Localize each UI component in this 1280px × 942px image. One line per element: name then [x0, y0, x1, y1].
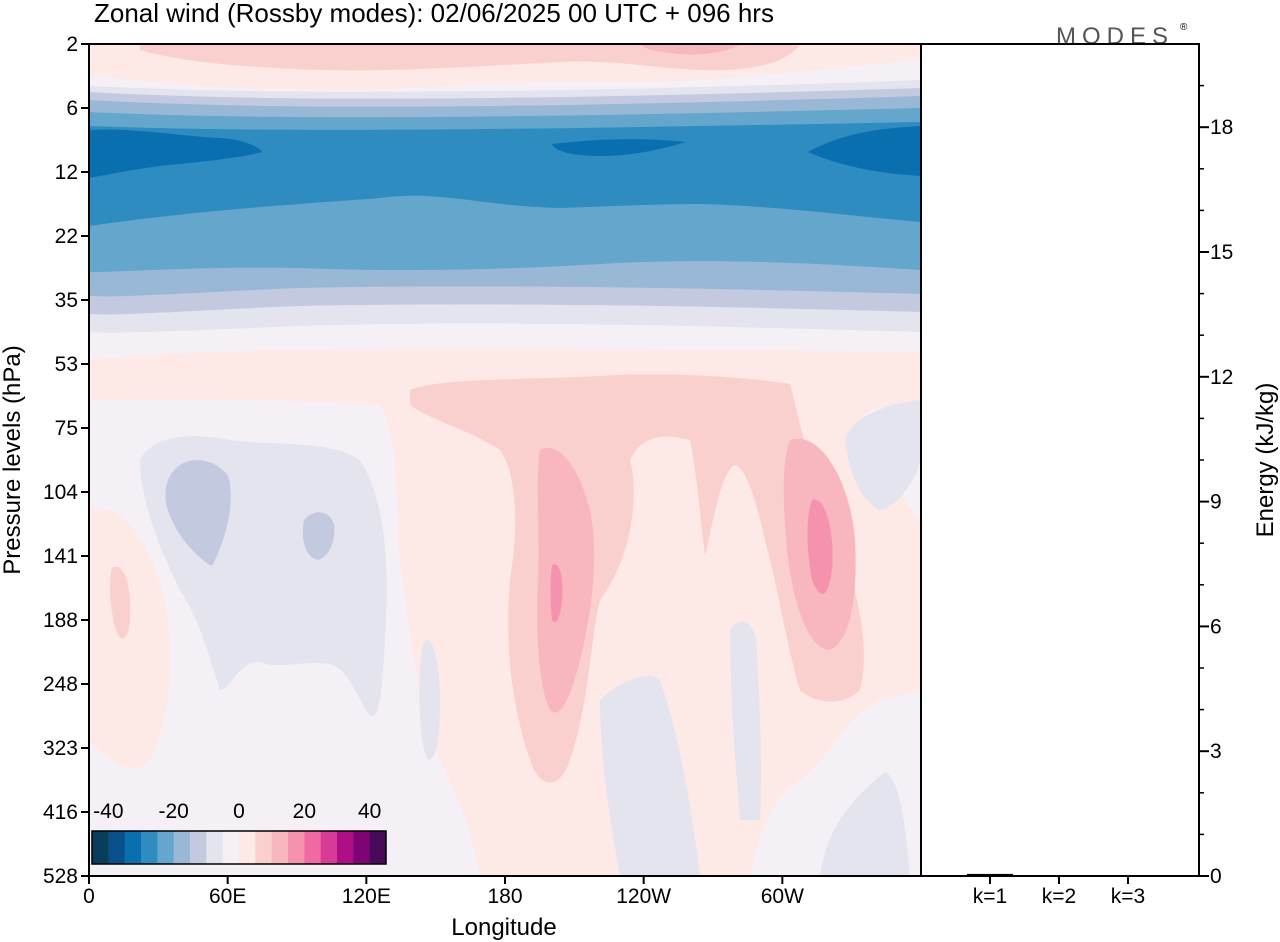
modes-logo: MODES — [1056, 23, 1174, 50]
colorbar-tick-label: -40 — [93, 800, 123, 823]
energy-y-tick-label: 6 — [1210, 615, 1222, 638]
colorbar-ticks: -40 -20 0 20 40 — [93, 800, 381, 823]
colorbar-swatch — [255, 831, 273, 864]
x-tick-label: 120W — [616, 885, 671, 908]
y-tick-label: 416 — [43, 801, 78, 824]
x-tick-label: 0 — [83, 885, 95, 908]
energy-bar — [967, 873, 1013, 876]
energy-axis-label: Energy (kJ/kg) — [1252, 383, 1279, 538]
colorbar-swatch — [141, 831, 158, 864]
x-tick-label: 180 — [487, 885, 522, 908]
energy-y-tick-label: 12 — [1210, 366, 1233, 389]
contour-left-positive — [89, 508, 170, 769]
contour-right-positive-2 — [807, 499, 833, 594]
energy-x-axis: k=1 k=2 k=3 — [973, 876, 1145, 908]
energy-bar — [1105, 875, 1151, 877]
colorbar-swatch — [206, 831, 224, 864]
y-tick-label: 248 — [43, 673, 78, 696]
y-tick-label: 6 — [66, 97, 78, 120]
contour-top-positive-3 — [640, 44, 740, 55]
colorbar-swatch — [124, 831, 142, 864]
x-tick-label: 120E — [342, 885, 391, 908]
contour-left-negative-2 — [165, 460, 231, 566]
colorbar-swatch — [353, 831, 371, 864]
y-tick-label: 323 — [43, 737, 78, 760]
energy-x-tick-label: k=1 — [973, 885, 1007, 908]
energy-y-tick-label: 0 — [1210, 865, 1222, 888]
contour-top-positive-2 — [140, 44, 800, 71]
colorbar-tick-label: -20 — [158, 800, 188, 823]
colorbar-frame — [91, 830, 387, 865]
colorbar-swatch — [157, 831, 175, 864]
contour-far-right-negative — [845, 400, 921, 510]
energy-frame — [920, 43, 1200, 877]
contour-center-positive-3 — [550, 564, 563, 623]
energy-y-tick-label: 9 — [1210, 491, 1222, 514]
energy-y-tick-label: 15 — [1210, 241, 1233, 264]
contour-plot — [89, 44, 921, 876]
y-tick-label: 75 — [55, 417, 78, 440]
y-tick-label: 528 — [43, 865, 78, 888]
colorbar-tick-label: 40 — [358, 800, 381, 823]
contour-left-small-positive — [109, 566, 131, 639]
colorbar-swatch — [190, 831, 207, 864]
y-tick-label: 22 — [55, 225, 78, 248]
energy-bar — [1036, 875, 1082, 877]
colorbar-swatch — [222, 831, 240, 864]
y-tick-label: 104 — [43, 481, 78, 504]
x-tick-label: 60E — [209, 885, 246, 908]
energy-x-tick-label: k=2 — [1042, 885, 1076, 908]
colorbar-swatch — [288, 831, 305, 864]
contour-center-positive-2 — [537, 448, 595, 713]
modes-logo-mark: ® — [1180, 22, 1188, 33]
contour-neg-6 — [89, 129, 262, 178]
colorbar — [91, 830, 387, 865]
colorbar-swatch — [173, 831, 191, 864]
y-axis-label: Pressure levels (hPa) — [0, 345, 26, 574]
x-axis-label: Longitude — [451, 914, 556, 941]
y-axis: 2 6 12 22 35 53 75 104 141 188 248 323 416 528 — [43, 33, 89, 888]
contour-neg-6b — [552, 139, 686, 156]
energy-y-axis: 0 3 6 9 12 15 18 — [1199, 84, 1233, 888]
colorbar-swatch — [108, 831, 126, 864]
chart-title: Zonal wind (Rossby modes): 02/06/2025 00… — [94, 0, 774, 28]
y-tick-label: 141 — [43, 545, 78, 568]
y-tick-label: 188 — [43, 609, 78, 632]
colorbar-swatch — [320, 831, 338, 864]
contour-left-negative-3 — [302, 512, 335, 560]
contour-bottom-right-negative — [820, 772, 910, 876]
x-tick-label: 60W — [761, 885, 804, 908]
colorbar-swatch — [271, 831, 289, 864]
y-tick-label: 2 — [66, 33, 78, 56]
colorbar-swatch — [304, 831, 322, 864]
colorbar-tick-label: 20 — [293, 800, 316, 823]
contour-center-positive — [410, 374, 864, 783]
contour-mid-negative — [419, 639, 440, 760]
contour-right-negative — [600, 676, 700, 876]
colorbar-swatch — [337, 831, 354, 864]
colorbar-tick-label: 0 — [233, 800, 245, 823]
contour-right-negative-2 — [730, 621, 761, 820]
y-tick-label: 12 — [55, 161, 78, 184]
energy-x-tick-label: k=3 — [1111, 885, 1145, 908]
colorbar-swatch — [369, 831, 387, 864]
colorbar-swatch — [239, 831, 256, 864]
x-axis: 0 60E 120E 180 120W 60W — [83, 876, 804, 908]
contour-neg-5 — [89, 122, 921, 226]
energy-y-tick-label: 18 — [1210, 116, 1233, 139]
energy-y-tick-label: 3 — [1210, 740, 1222, 763]
y-tick-label: 35 — [55, 289, 78, 312]
contour-neg-6c — [808, 126, 921, 176]
energy-bars — [967, 873, 1151, 877]
colorbar-swatch — [92, 831, 109, 864]
y-tick-label: 53 — [55, 353, 78, 376]
